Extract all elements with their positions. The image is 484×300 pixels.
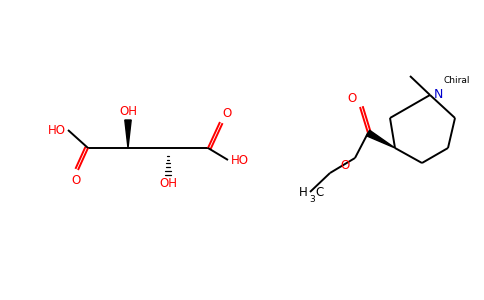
Text: OH: OH	[159, 177, 177, 190]
Text: OH: OH	[119, 105, 137, 118]
Text: HO: HO	[48, 124, 66, 136]
Text: 3: 3	[309, 195, 315, 204]
Text: O: O	[348, 92, 357, 105]
Text: O: O	[341, 159, 350, 172]
Text: N: N	[434, 88, 443, 100]
Text: Chiral: Chiral	[444, 76, 470, 85]
Text: H: H	[299, 187, 308, 200]
Polygon shape	[125, 120, 131, 148]
Text: HO: HO	[231, 154, 249, 166]
Polygon shape	[366, 130, 395, 148]
Text: O: O	[222, 107, 231, 120]
Text: C: C	[315, 187, 323, 200]
Text: O: O	[71, 174, 81, 187]
